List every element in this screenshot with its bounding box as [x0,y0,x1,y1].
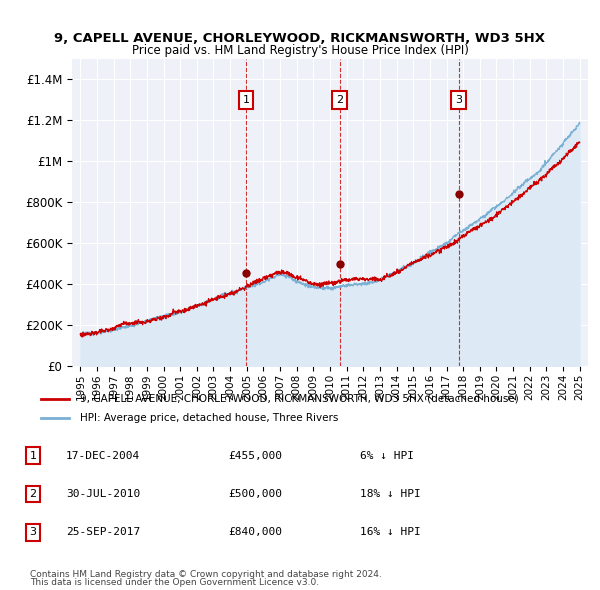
Text: 3: 3 [29,527,37,537]
Text: Price paid vs. HM Land Registry's House Price Index (HPI): Price paid vs. HM Land Registry's House … [131,44,469,57]
Text: 1: 1 [242,95,250,105]
Text: HPI: Average price, detached house, Three Rivers: HPI: Average price, detached house, Thre… [80,414,338,423]
Text: £840,000: £840,000 [228,527,282,537]
Text: This data is licensed under the Open Government Licence v3.0.: This data is licensed under the Open Gov… [30,578,319,587]
Text: £500,000: £500,000 [228,489,282,499]
Text: Contains HM Land Registry data © Crown copyright and database right 2024.: Contains HM Land Registry data © Crown c… [30,570,382,579]
Text: 30-JUL-2010: 30-JUL-2010 [66,489,140,499]
Text: 1: 1 [29,451,37,461]
Text: 18% ↓ HPI: 18% ↓ HPI [360,489,421,499]
Text: 17-DEC-2004: 17-DEC-2004 [66,451,140,461]
Text: 9, CAPELL AVENUE, CHORLEYWOOD, RICKMANSWORTH, WD3 5HX (detached house): 9, CAPELL AVENUE, CHORLEYWOOD, RICKMANSW… [80,394,518,404]
Text: 25-SEP-2017: 25-SEP-2017 [66,527,140,537]
Text: 3: 3 [455,95,462,105]
Text: 9, CAPELL AVENUE, CHORLEYWOOD, RICKMANSWORTH, WD3 5HX: 9, CAPELL AVENUE, CHORLEYWOOD, RICKMANSW… [55,32,545,45]
Text: 2: 2 [29,489,37,499]
Text: 16% ↓ HPI: 16% ↓ HPI [360,527,421,537]
Text: 2: 2 [336,95,343,105]
Text: 6% ↓ HPI: 6% ↓ HPI [360,451,414,461]
Text: £455,000: £455,000 [228,451,282,461]
